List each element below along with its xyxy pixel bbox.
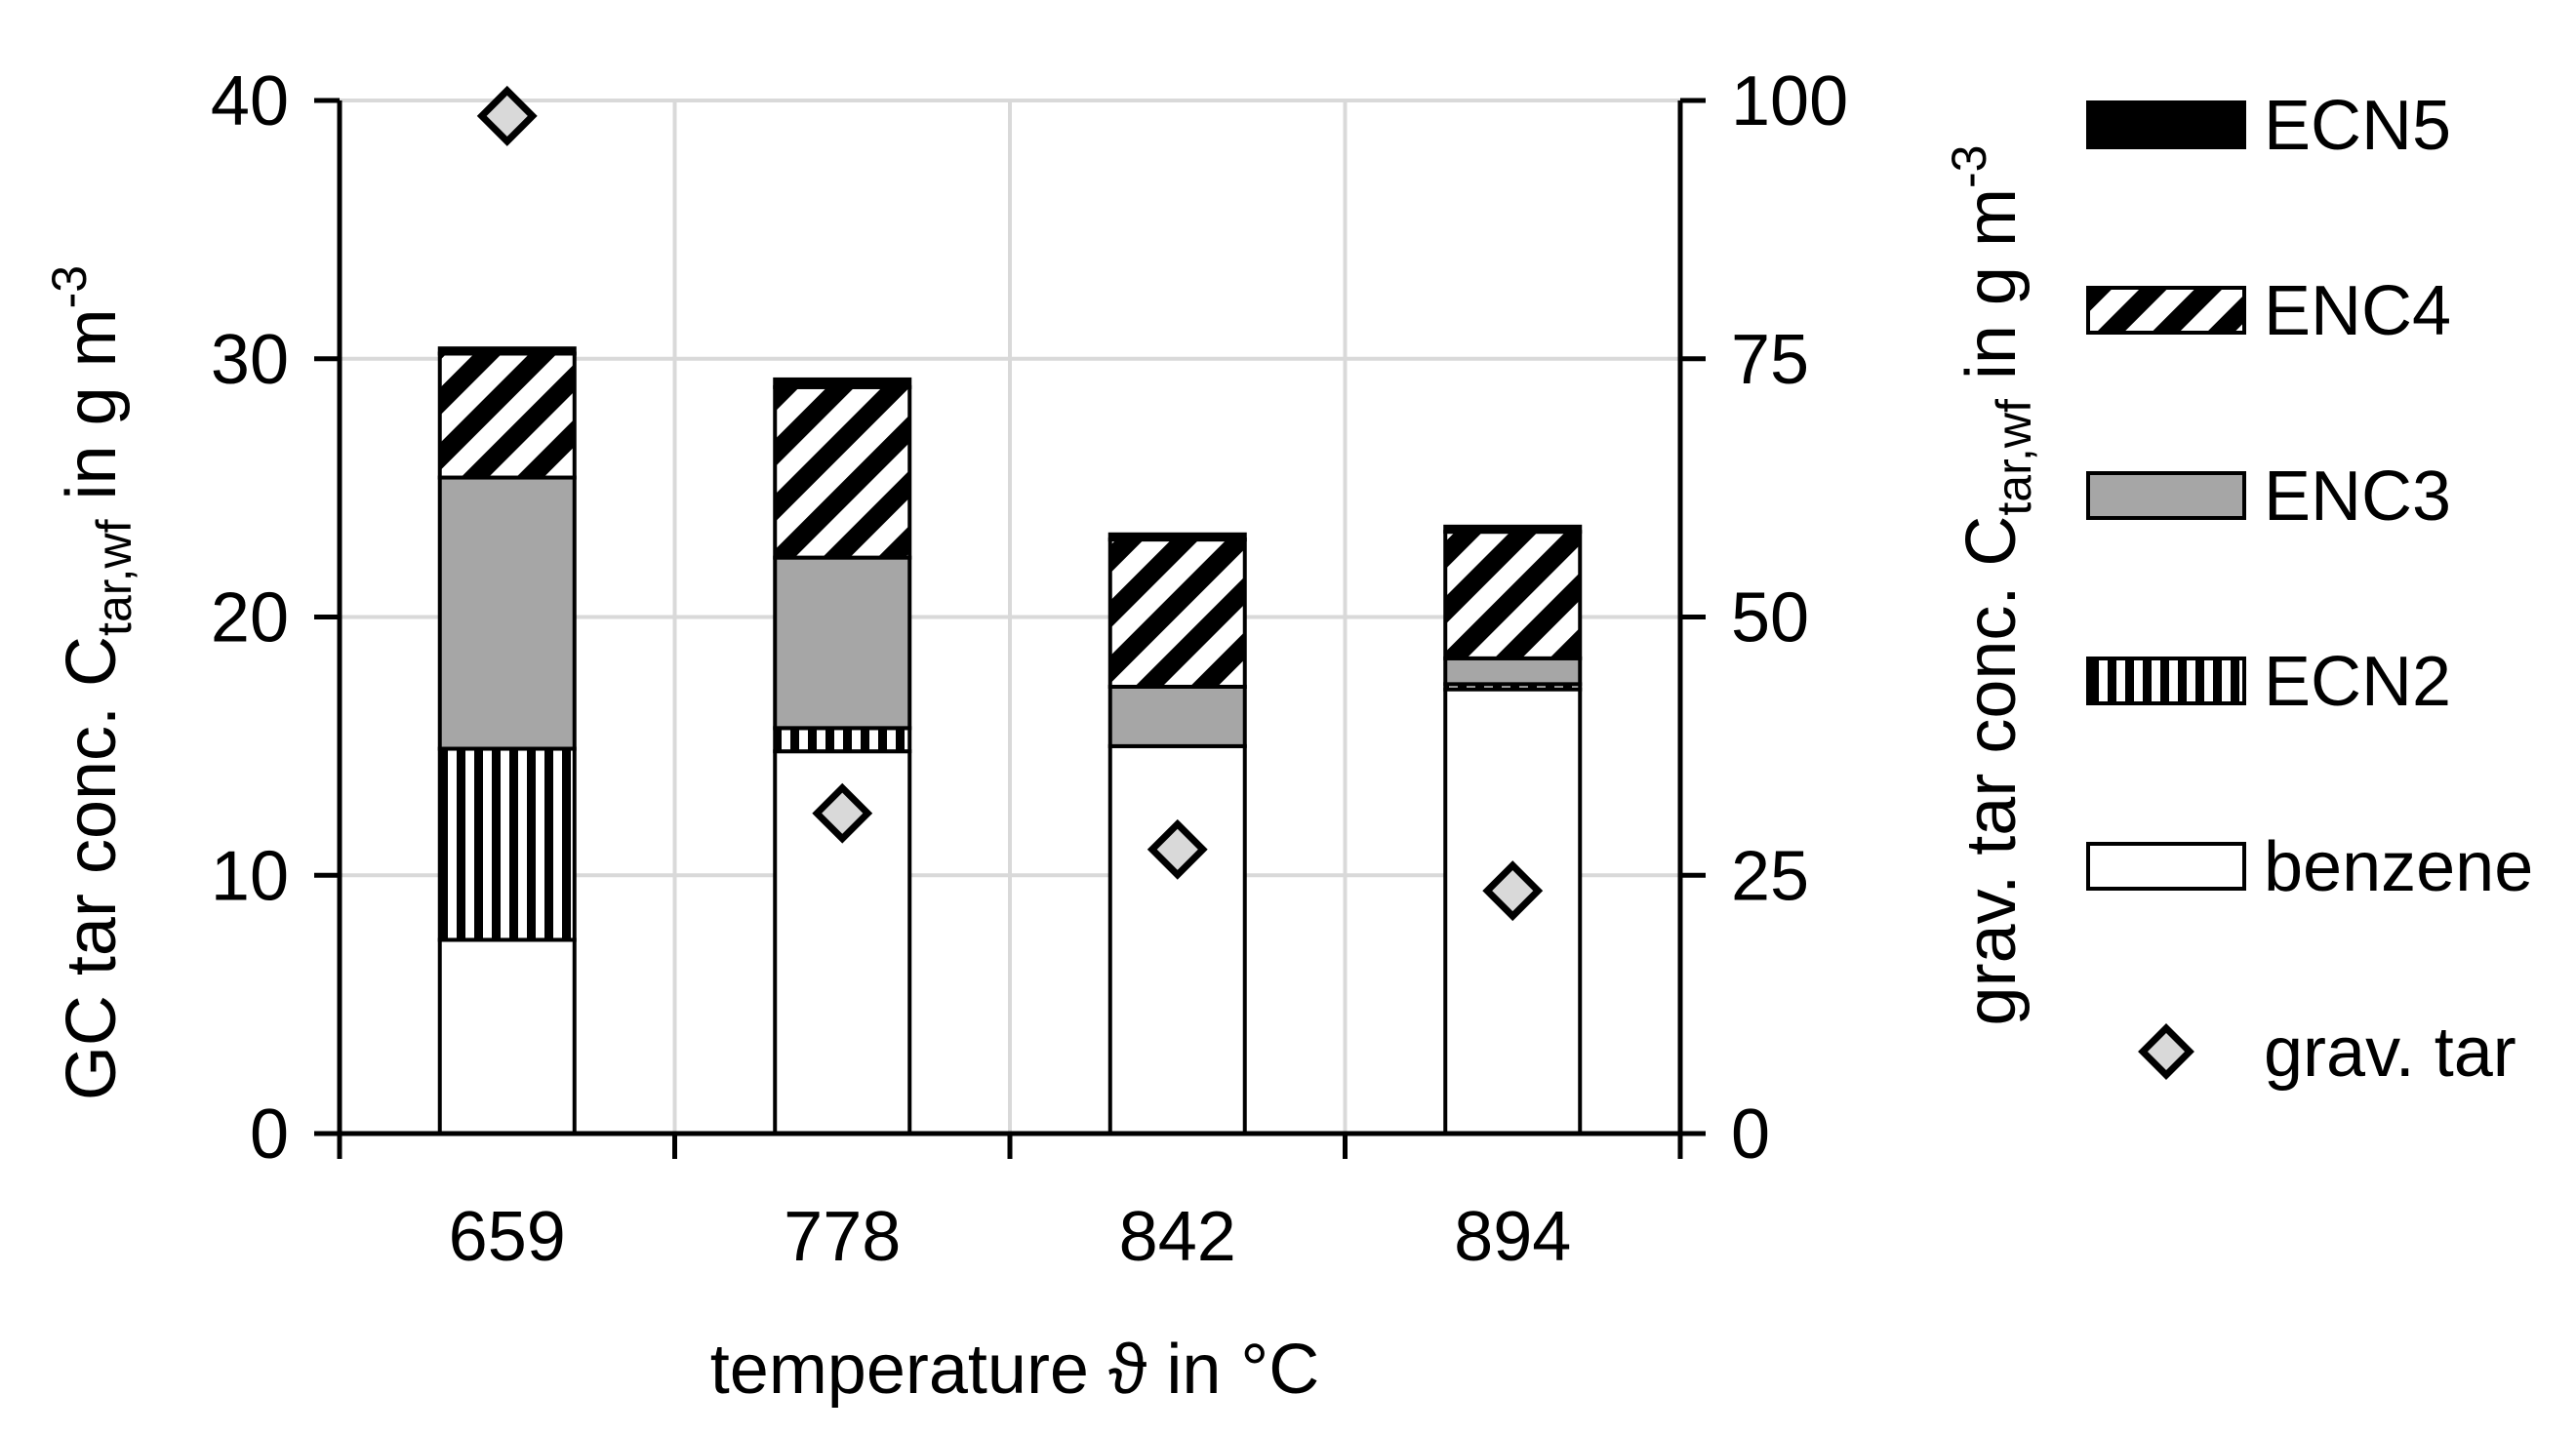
bar-segment-ecn5-842 [1107, 532, 1247, 542]
legend-label-grav-tar: grav. tar [2264, 1014, 2516, 1092]
legend-label-enc4: ENC4 [2264, 272, 2451, 350]
bar-segment-enc4-842 [1107, 538, 1247, 689]
y-axis-left-tick-label: 10 [211, 837, 289, 915]
y-axis-left-title: GC tar conc. Ctar,wf in g m-3 [42, 265, 141, 1100]
y-axis-left-title-unit: in g m [53, 308, 131, 519]
grav-tar-marker-894 [1482, 860, 1544, 922]
y-axis-left-tick-label: 30 [211, 321, 289, 399]
y-axis-left-tick-label: 20 [211, 579, 289, 657]
legend-swatch-enc4 [2086, 286, 2246, 335]
bar-segment-enc3-659 [437, 475, 577, 751]
bar-segment-ecn5-778 [773, 377, 912, 389]
bar-segment-enc3-842 [1107, 684, 1247, 748]
bar-segment-enc4-659 [437, 351, 577, 480]
x-axis-tick-label: 778 [784, 1198, 901, 1276]
legend-label-benzene: benzene [2264, 828, 2533, 906]
legend-label-ecn2: ECN2 [2264, 643, 2451, 721]
y-axis-right-title-main: grav. tar conc. C [1952, 516, 2031, 1026]
y-axis-right-title-unit: in g m [1952, 188, 2031, 399]
legend-swatch-ecn5 [2086, 100, 2246, 149]
y-axis-right-title-sub: tar,wf [1987, 399, 2041, 516]
y-axis-right-tick-label: 0 [1731, 1095, 1770, 1174]
bar-segment-benzene-659 [437, 937, 577, 1135]
legend-label-ecn5: ECN5 [2264, 87, 2451, 165]
bar-segment-benzene-842 [1107, 743, 1247, 1135]
legend-swatch-ecn2 [2086, 657, 2246, 705]
grav-tar-marker-778 [812, 782, 873, 844]
grav-tar-marker-842 [1147, 818, 1208, 880]
legend: ECN5 ENC4 ENC3 ECN2 benzene grav. tar [2086, 87, 2533, 1092]
x-axis-tick-label: 659 [449, 1198, 566, 1276]
bar-segment-enc4-778 [773, 384, 912, 560]
y-axis-right-title: grav. tar conc. Ctar,wf in g m-3 [1942, 145, 2041, 1026]
y-axis-left-ticks: 0 10 20 30 40 [211, 62, 340, 1174]
x-axis-title: temperature ϑ in °C [710, 1331, 1319, 1409]
legend-swatch-enc3 [2086, 471, 2246, 520]
y-axis-left-title-sup: -3 [42, 265, 97, 308]
y-axis-right-tick-label: 25 [1731, 837, 1809, 915]
y-axis-right-tick-label: 100 [1731, 62, 1848, 140]
y-axis-left-title-main: GC tar conc. C [53, 636, 131, 1100]
bar-segment-enc3-894 [1443, 656, 1583, 687]
x-axis-ticks: 659 778 842 894 [337, 1134, 1683, 1276]
y-axis-right-ticks: 0 25 50 75 100 [1680, 62, 1848, 1174]
y-axis-right-tick-label: 75 [1731, 321, 1809, 399]
y-axis-left-tick-label: 0 [250, 1095, 289, 1174]
legend-swatch-benzene [2086, 842, 2246, 891]
legend-swatch-grav-tar [2138, 1023, 2194, 1080]
bar-segment-ecn5-659 [437, 346, 577, 356]
y-axis-right-tick-label: 50 [1731, 579, 1809, 657]
y-axis-right-title-sup: -3 [1942, 145, 1996, 188]
x-axis-tick-label: 842 [1119, 1198, 1236, 1276]
bar-segment-ecn2-659 [437, 746, 577, 942]
bar-segment-ecn5-894 [1443, 524, 1583, 535]
bar-segment-enc3-778 [773, 555, 912, 731]
bar-segment-enc4-894 [1443, 530, 1583, 660]
y-axis-left-tick-label: 40 [211, 62, 289, 140]
grav-tar-markers [476, 85, 1544, 922]
y-axis-left-title-sub: tar,wf [87, 519, 141, 636]
bar-segment-ecn2-778 [773, 726, 912, 754]
x-axis-tick-label: 894 [1454, 1198, 1571, 1276]
legend-label-enc3: ENC3 [2264, 458, 2451, 536]
grav-tar-marker-659 [476, 85, 538, 146]
